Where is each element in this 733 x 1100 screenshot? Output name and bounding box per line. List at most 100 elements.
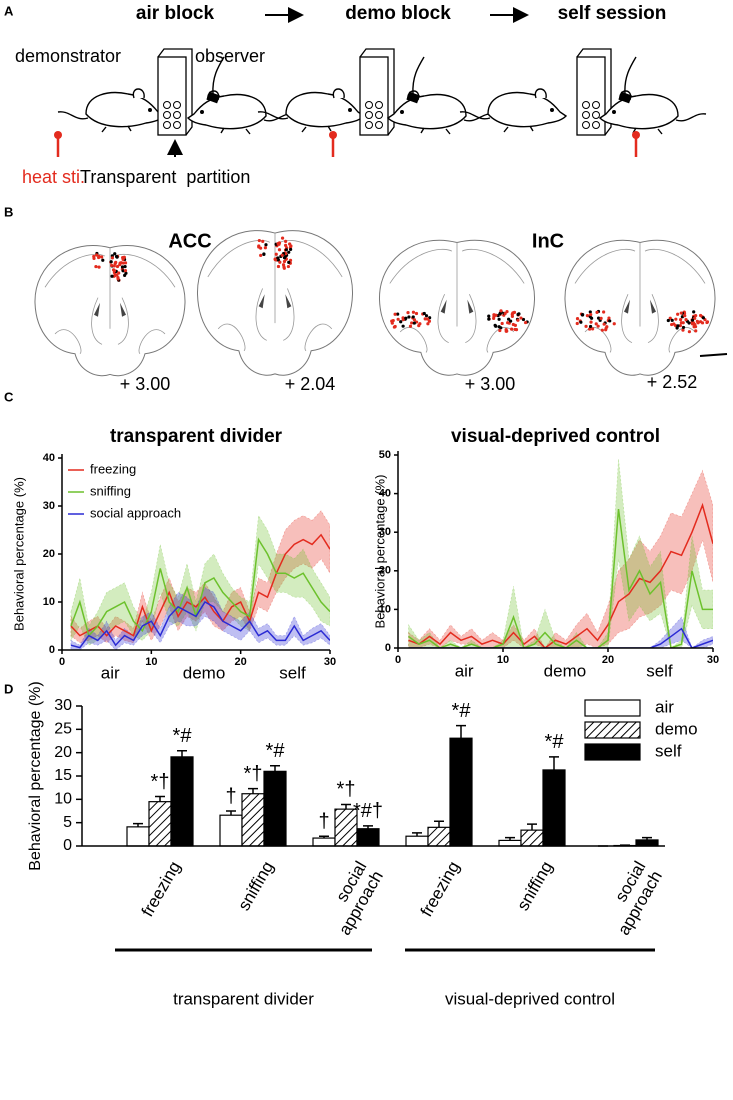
cable <box>624 56 637 95</box>
series-line <box>70 601 330 649</box>
recording-site <box>115 264 120 269</box>
bar <box>263 770 287 847</box>
recording-site <box>94 264 98 269</box>
partition-hole <box>163 111 171 119</box>
recording-site <box>396 317 400 321</box>
recording-site <box>599 316 603 320</box>
cable <box>212 56 225 95</box>
x-tick-label: 20 <box>602 654 614 666</box>
recording-site <box>521 317 526 322</box>
recording-site <box>422 311 426 316</box>
recording-site <box>584 324 588 328</box>
recording-site <box>507 317 511 321</box>
y-tick-label: 0 <box>49 644 55 656</box>
y-tick-label: 20 <box>43 548 55 560</box>
recording-site <box>418 322 422 326</box>
mouse-body <box>487 91 568 128</box>
error-bar <box>319 835 329 839</box>
error-band <box>70 510 330 644</box>
recording-site <box>596 324 600 328</box>
recording-site <box>499 309 503 313</box>
bar <box>542 769 566 847</box>
panel-label: A <box>4 3 14 18</box>
region-title: InC <box>532 230 564 252</box>
phase-label: self <box>646 661 673 680</box>
recording-site <box>97 265 101 269</box>
significance-mark: *#† <box>353 800 383 822</box>
partition-hole <box>163 121 171 129</box>
recording-site <box>690 318 695 322</box>
recording-site <box>705 320 710 324</box>
partition-hole <box>582 101 590 109</box>
recording-site <box>287 260 291 265</box>
bar <box>498 839 522 847</box>
recording-site <box>695 319 699 323</box>
recording-site <box>519 316 523 320</box>
headstage <box>406 91 420 104</box>
recording-site <box>123 264 127 269</box>
panel-label: B <box>4 204 13 219</box>
partition-hole <box>592 101 600 109</box>
recording-site <box>681 325 686 330</box>
recording-site <box>123 268 128 273</box>
y-tick-label: 10 <box>54 791 72 808</box>
recording-site <box>589 316 594 320</box>
mouse-feet <box>101 125 132 133</box>
mouse <box>386 56 495 135</box>
recording-site <box>257 244 261 248</box>
recording-site <box>115 255 119 259</box>
recording-site <box>404 316 408 320</box>
recording-site <box>280 253 284 257</box>
group-label: visual-deprived control <box>445 989 615 1008</box>
recording-site <box>687 321 691 325</box>
phase-label: self <box>279 663 306 682</box>
recording-site <box>607 316 611 320</box>
partition-hole <box>375 111 383 119</box>
ventricle <box>440 299 474 314</box>
recording-site <box>585 314 590 318</box>
recording-site <box>407 315 411 319</box>
recording-site <box>112 269 117 273</box>
recording-site <box>516 312 520 317</box>
recording-site <box>498 312 502 316</box>
series-line <box>408 627 713 648</box>
x-tick-label: 0 <box>59 656 65 668</box>
y-tick-label: 20 <box>379 565 391 577</box>
y-tick-label: 20 <box>54 744 72 761</box>
legend-label: demo <box>655 719 698 738</box>
recording-site <box>687 330 691 334</box>
step-title: self session <box>558 3 667 24</box>
mouse-body <box>386 93 467 130</box>
recording-site <box>123 273 127 277</box>
recording-site <box>110 274 114 278</box>
mouse-tail <box>57 111 89 120</box>
partition-hole <box>375 101 383 109</box>
ventricle <box>258 294 292 309</box>
recording-site <box>113 252 117 256</box>
mouse-feet <box>301 125 332 133</box>
recording-site <box>392 325 397 329</box>
error-bar <box>270 764 280 772</box>
recording-site <box>109 260 113 264</box>
mouse-eye <box>199 110 204 114</box>
mouse <box>257 88 366 133</box>
y-tick-label: 15 <box>54 767 72 784</box>
significance-mark: † <box>225 785 236 807</box>
mouse-body <box>598 93 679 130</box>
recording-site <box>276 256 280 260</box>
recording-site <box>95 253 99 257</box>
error-bar <box>456 724 466 739</box>
recording-site <box>282 256 287 260</box>
recording-site <box>668 316 672 320</box>
recording-site <box>698 320 703 324</box>
recording-site <box>678 323 682 328</box>
legend-label: sniffing <box>90 483 131 498</box>
brain-contour <box>574 242 706 353</box>
recording-site <box>494 313 498 317</box>
recording-site <box>692 310 696 314</box>
chart-title: transparent divider <box>110 426 283 447</box>
partition <box>359 56 389 136</box>
recording-site <box>684 317 688 322</box>
recording-site <box>524 320 528 325</box>
recording-site <box>595 310 599 314</box>
